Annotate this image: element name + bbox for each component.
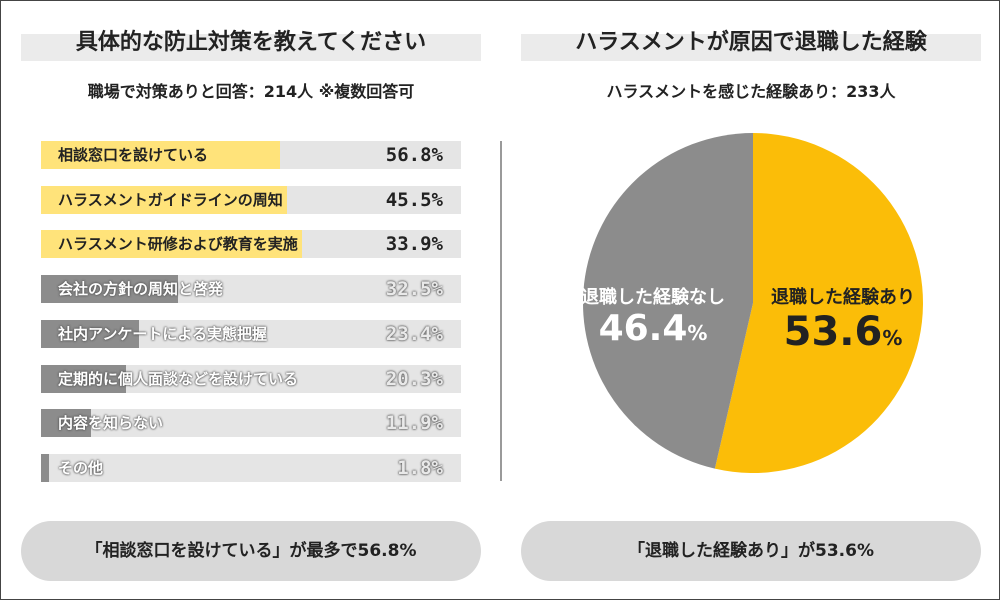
left-summary-pill: 「相談窓口を設けている」が最多で56.8% <box>21 521 481 581</box>
bar-label: ハラスメント研修および教育を実施 <box>58 230 302 259</box>
left-title: 具体的な防止対策を教えてください <box>75 30 427 55</box>
pie-label-no-pct: 46.4% <box>563 309 743 353</box>
bar-row: その他 1.8% <box>41 453 461 482</box>
bar-label: 内容を知らない <box>58 414 164 433</box>
right-title-band <box>521 34 981 61</box>
bar-row: 相談窓口を設けている 56.8% <box>41 141 461 169</box>
bar-chart: 相談窓口を設けている 56.8% ハラスメントガイドラインの周知 45.5% ハラスメン… <box>41 141 461 486</box>
bar <box>41 453 49 482</box>
pie-chart <box>582 133 923 473</box>
bar-label: 会社の方針の周知と啓発 <box>58 280 224 299</box>
pie-slice-no <box>582 133 753 469</box>
bar <box>41 275 178 304</box>
pie-label-no: 退職した経験なし 46.4% <box>563 283 743 353</box>
left-title-band <box>21 34 481 61</box>
bar-value-label: 56.8% <box>385 144 443 166</box>
bar-label: ハラスメントガイドラインの周知 <box>58 185 287 214</box>
bar <box>41 409 91 438</box>
bar <box>41 319 140 348</box>
bar-value-label: 33.9% <box>385 233 443 256</box>
pie-no-number: 46.4 <box>598 308 688 349</box>
bar-label: 社内アンケートによる実態把握 <box>58 324 267 343</box>
pie-label-no-name: 退職した経験なし <box>581 287 725 308</box>
bar-value-label: 32.5% <box>385 278 443 301</box>
bar-row: 定期的に個人面談などを設けている 20.3% <box>41 364 461 393</box>
right-subtitle: ハラスメントを感じた経験あり：233人 <box>606 82 896 101</box>
bar-value-label: 11.9% <box>385 412 443 435</box>
bar-value-label: 23.4% <box>385 322 443 345</box>
pie-label-yes-name: 退職した経験あり <box>771 287 915 308</box>
right-title: ハラスメントが原因で退職した経験 <box>575 30 927 55</box>
bar-label: 相談窓口を設けている <box>58 141 213 169</box>
panel-divider <box>500 141 502 481</box>
bar-row: ハラスメントガイドラインの周知 45.5% <box>41 185 461 214</box>
bar-row: ハラスメント研修および教育を実施 33.9% <box>41 230 461 259</box>
bar-value-label: 1.8% <box>397 456 443 479</box>
bar-track <box>41 409 461 438</box>
bar <box>41 364 127 393</box>
bar-row: 内容を知らない 11.9% <box>41 409 461 438</box>
bar-label: 定期的に個人面談などを設けている <box>58 369 299 388</box>
pie-yes-unit: % <box>882 326 903 350</box>
bar-track <box>41 453 461 482</box>
bar-value-label: 45.5% <box>385 188 443 211</box>
bar-label: その他 <box>58 458 104 477</box>
bar-row: 会社の方針の周知と啓発 32.5% <box>41 275 461 304</box>
right-summary-pill: 「退職した経験あり」が53.6% <box>521 521 981 581</box>
pie-slice-yes <box>714 133 923 473</box>
pie-no-unit: % <box>687 321 708 345</box>
bar-row: 社内アンケートによる実態把握 23.4% <box>41 319 461 348</box>
pie-yes-number: 53.6 <box>783 309 883 355</box>
pie-label-yes: 退職した経験あり 53.6% <box>753 283 933 361</box>
left-subtitle: 職場で対策ありと回答：214人 ※複数回答可 <box>87 82 415 101</box>
bar-value-label: 20.3% <box>385 367 443 390</box>
pie-label-yes-pct: 53.6% <box>753 309 933 361</box>
